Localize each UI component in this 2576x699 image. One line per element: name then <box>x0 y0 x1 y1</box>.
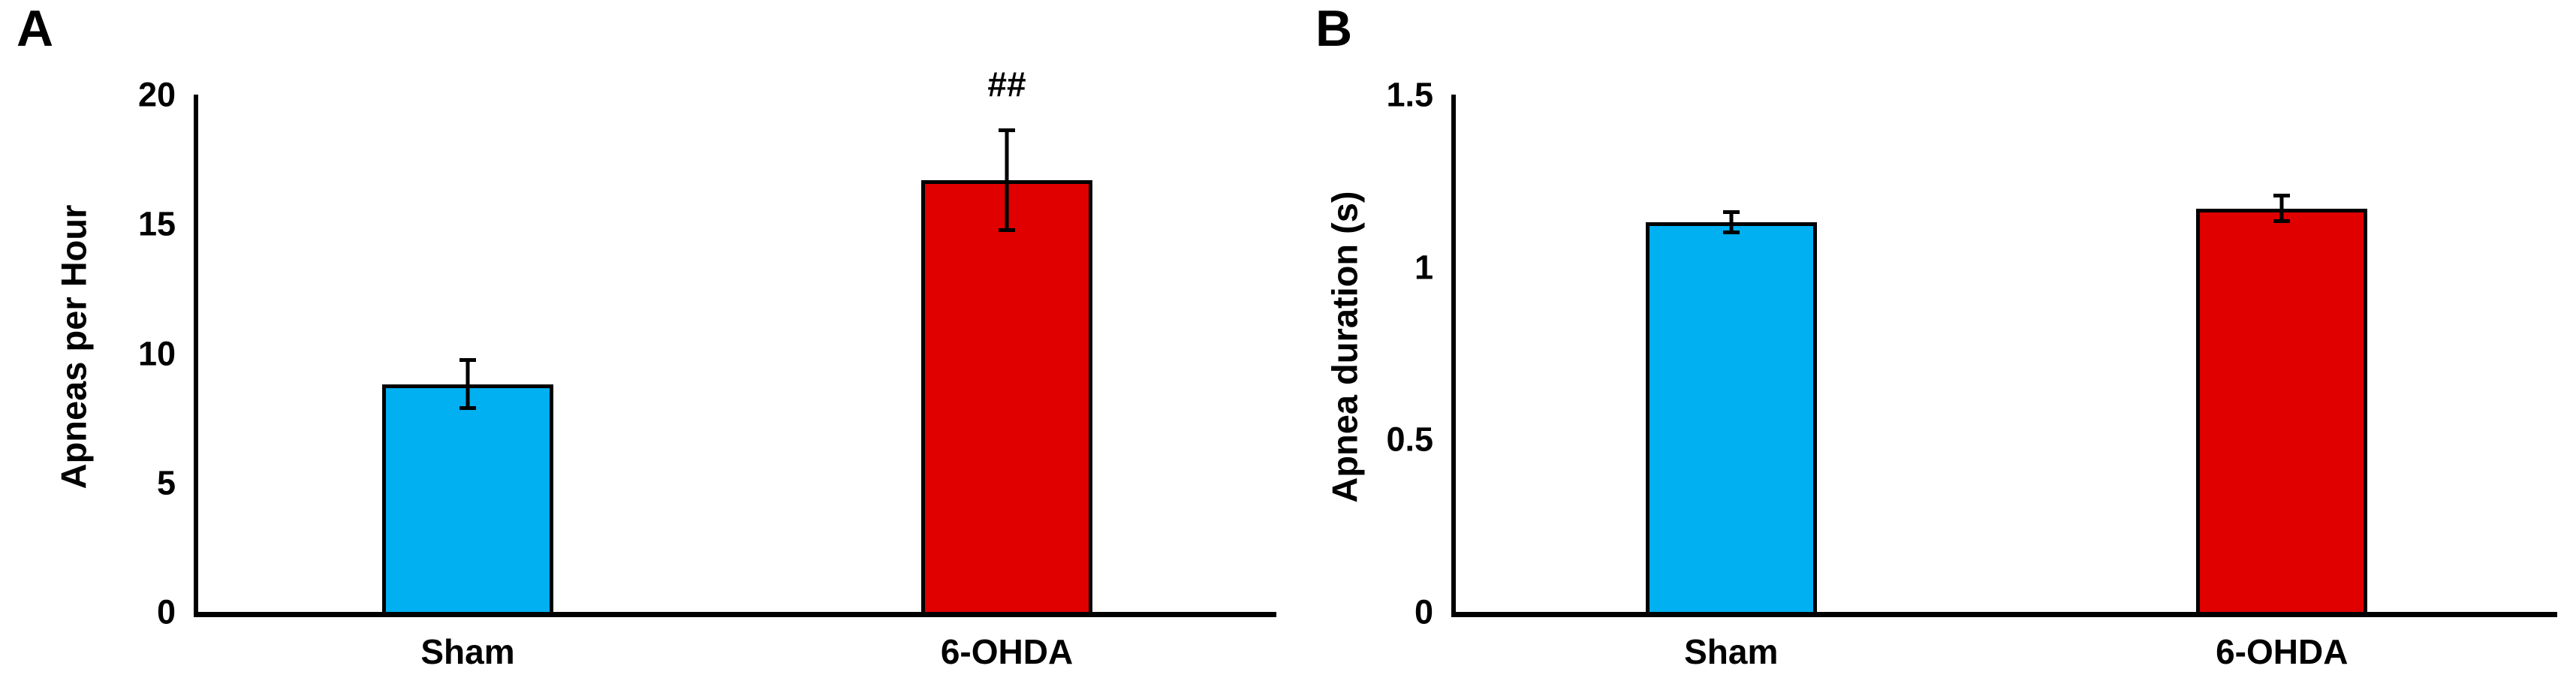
error-bar <box>999 128 1015 232</box>
error-bar-bottom-cap <box>999 227 1015 232</box>
y-axis-tick-label: 0 <box>1414 592 1433 631</box>
error-bar-stem <box>1005 128 1009 232</box>
panel-b-y-axis-title: Apnea duration (s) <box>1324 191 1365 503</box>
panel-a-label: A <box>17 0 54 57</box>
y-axis-tick-label: 10 <box>137 334 176 372</box>
error-bar-stem <box>2279 194 2284 223</box>
x-axis-category-label: 6-OHDA <box>2216 632 2349 671</box>
error-bar-bottom-cap <box>459 406 476 411</box>
panel-b-label: B <box>1315 0 1353 57</box>
y-axis-tick-label: 0.5 <box>1386 420 1433 459</box>
error-bar-bottom-cap <box>2273 218 2291 223</box>
y-axis-tick-label: 20 <box>137 75 176 114</box>
x-axis-category-label: 6-OHDA <box>940 632 1074 671</box>
bar-sham <box>1645 221 1817 612</box>
bar-sham <box>382 384 553 612</box>
y-axis-tick-label: 15 <box>137 204 176 243</box>
x-axis-category-label: Sham <box>420 632 515 671</box>
significance-annotation: ## <box>987 64 1026 104</box>
y-axis-tick-label: 1.5 <box>1386 75 1433 114</box>
bar-6-ohda <box>921 179 1092 612</box>
x-axis-category-label: Sham <box>1684 632 1779 671</box>
bar-6-ohda <box>2196 208 2368 612</box>
y-axis-tick-label: 0 <box>156 592 176 631</box>
error-bar <box>459 358 476 411</box>
panel-b-plot-area: 0 0.5 1 1.5 Sham 6-OHDA <box>1386 78 2557 669</box>
y-axis-tick-label: 1 <box>1414 248 1433 287</box>
error-bar <box>2273 194 2291 223</box>
y-axis-tick-label: 5 <box>156 463 176 502</box>
panel-a-plot-area: 0 5 10 15 20 Sham ## 6-OHDA <box>138 67 1276 669</box>
error-bar-bottom-cap <box>1722 230 1740 235</box>
error-bar-stem <box>1729 209 1734 235</box>
panel-a-y-axis-title: Apneas per Hour <box>53 204 94 490</box>
error-bar <box>1722 209 1740 235</box>
error-bar-stem <box>465 358 470 411</box>
